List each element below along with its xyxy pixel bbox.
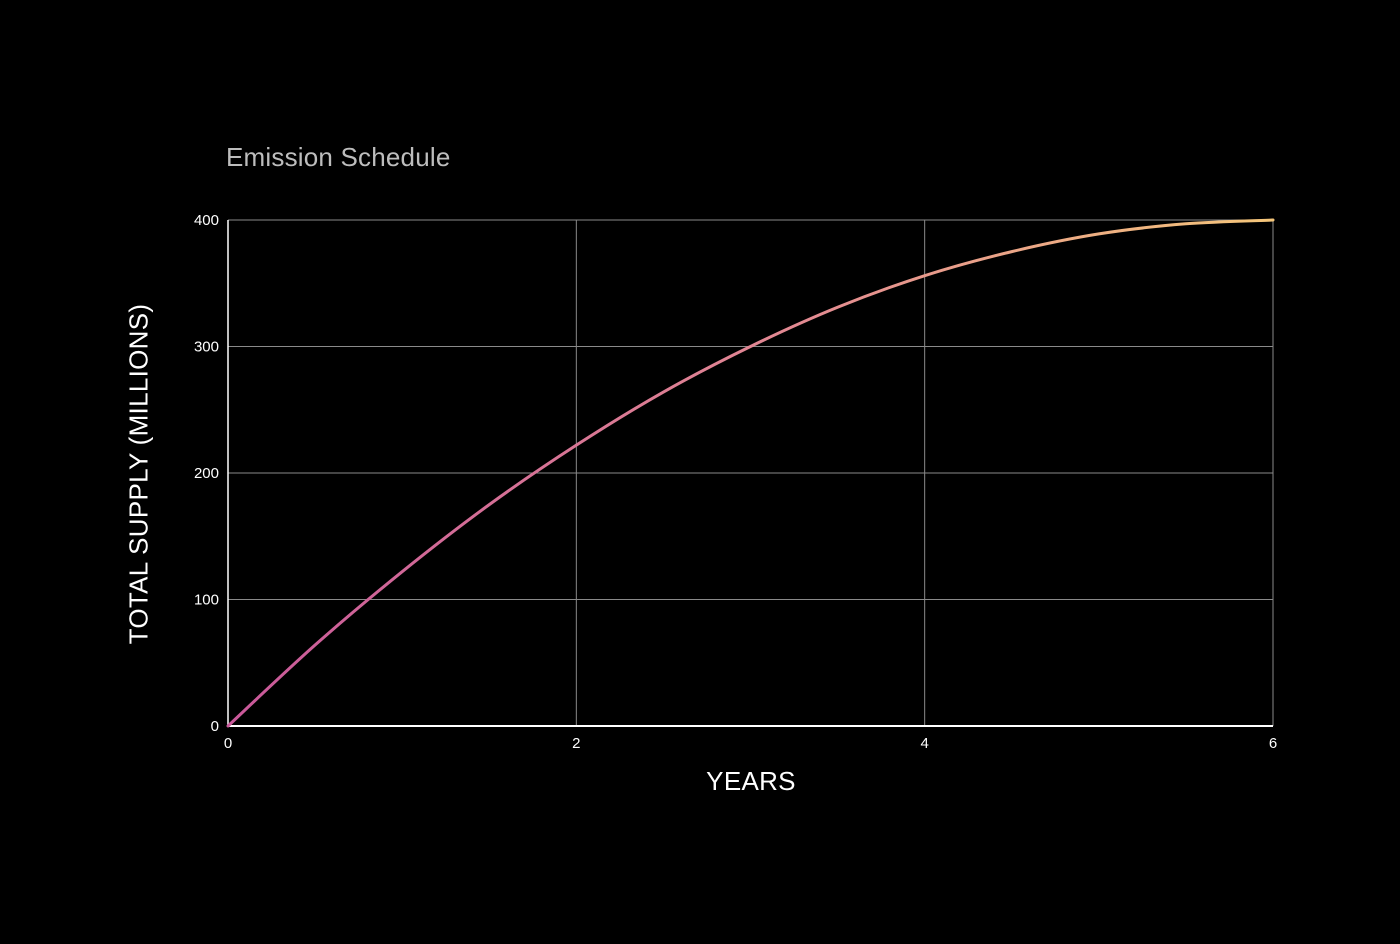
x-axis-ticks: 0 2 4 6 — [224, 735, 1277, 752]
y-axis-ticks: 0 100 200 300 400 — [194, 212, 219, 735]
y-tick-label: 300 — [194, 339, 219, 356]
y-tick-label: 0 — [211, 718, 219, 735]
chart-title: Emission Schedule — [226, 142, 451, 172]
x-tick-label: 0 — [224, 735, 232, 752]
grid-lines — [228, 219, 1274, 726]
y-tick-label: 400 — [194, 212, 219, 229]
supply-curve — [226, 218, 1275, 728]
y-tick-label: 200 — [194, 465, 219, 482]
x-tick-label: 4 — [920, 735, 928, 752]
x-tick-label: 2 — [572, 735, 580, 752]
x-axis-label: YEARS — [706, 766, 796, 796]
axes — [227, 220, 1273, 727]
x-tick-label: 6 — [1269, 735, 1277, 752]
y-tick-label: 100 — [194, 592, 219, 609]
